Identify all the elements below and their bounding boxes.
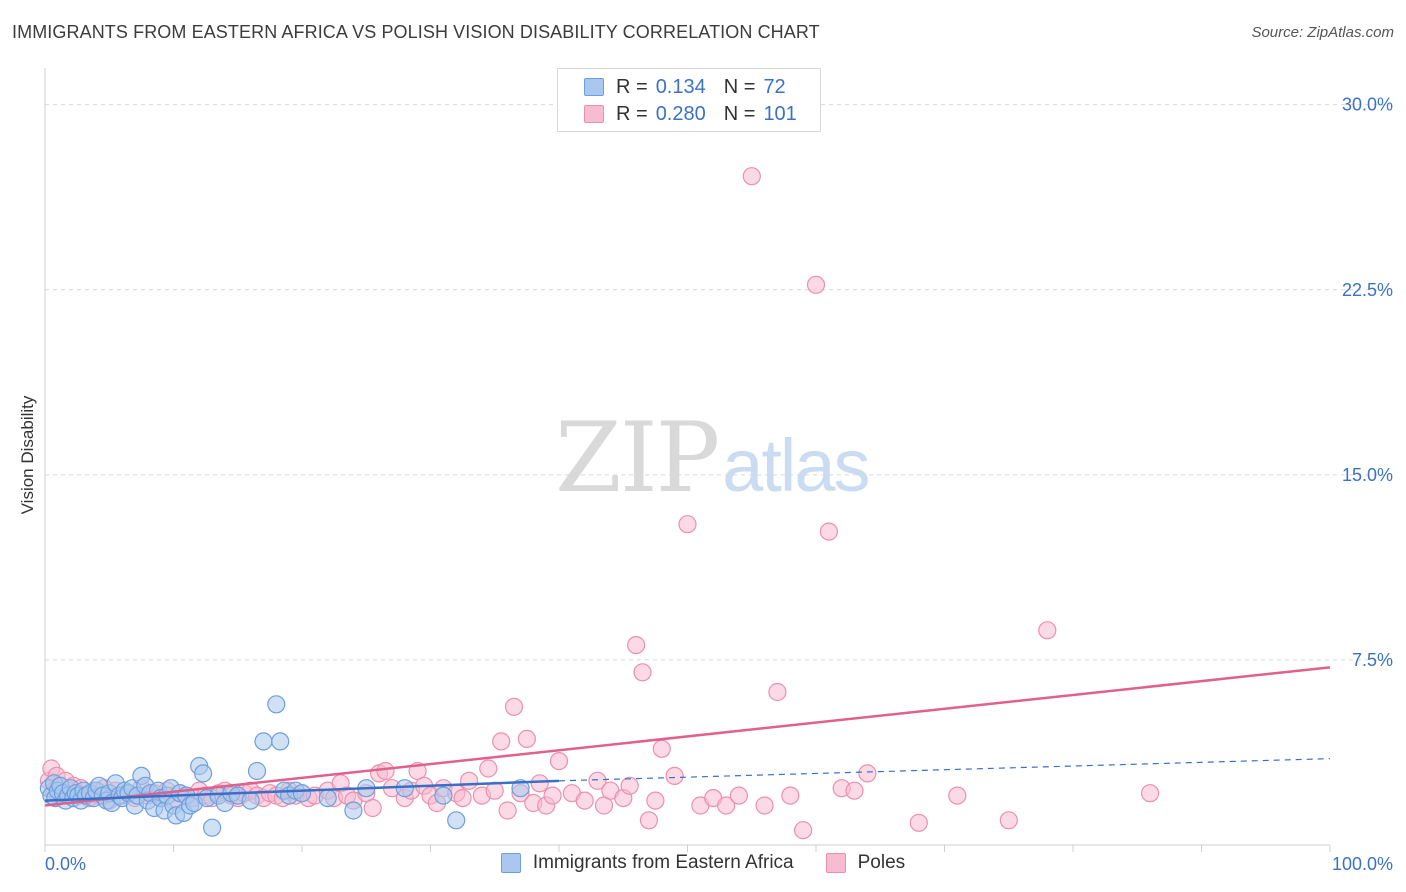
poles-point xyxy=(729,786,749,805)
poles-point xyxy=(363,798,382,818)
legend-swatch-pink xyxy=(584,105,604,123)
poles-point xyxy=(999,811,1018,830)
poles-point xyxy=(845,781,864,800)
y-tick-label: 30.0% xyxy=(1342,95,1393,115)
poles-point xyxy=(1140,784,1160,803)
eastern-africa-point xyxy=(447,811,466,830)
eastern-africa-point xyxy=(271,732,290,751)
poles-point xyxy=(626,635,646,655)
legend-n-label: N = xyxy=(723,75,756,98)
legend-swatch-blue xyxy=(500,853,521,873)
poles-point xyxy=(755,796,774,815)
poles-point xyxy=(492,732,511,751)
eastern-africa-point xyxy=(194,764,213,783)
legend-row-series-1: R = 0.134 N = 72 xyxy=(558,74,786,100)
poles-point xyxy=(652,739,671,758)
watermark-zip: ZIP xyxy=(555,402,720,514)
poles-point xyxy=(742,167,761,186)
series-legend: Immigrants from Eastern Africa Poles xyxy=(0,852,1406,874)
legend-item-label: Poles xyxy=(857,852,906,873)
x-tick-label: 100.0% xyxy=(1332,854,1393,874)
eastern-africa-point xyxy=(203,818,222,837)
poles-point xyxy=(639,811,659,830)
eastern-africa-point xyxy=(434,786,453,805)
poles-point xyxy=(781,786,800,805)
poles-point xyxy=(665,766,684,786)
poles-point xyxy=(575,791,594,810)
poles-point xyxy=(543,786,562,805)
poles-point xyxy=(504,697,524,716)
watermark: ZIPatlas xyxy=(555,402,871,514)
poles-point xyxy=(620,776,639,795)
x-tick-label: 0.0% xyxy=(45,854,86,874)
correlation-legend: R = 0.134 N = 72 R = 0.280 N = 101 xyxy=(557,68,821,132)
poles-point xyxy=(1038,621,1057,640)
poles-point xyxy=(530,774,549,793)
legend-n-value: 101 xyxy=(763,102,797,125)
source-label: Source: ZipAtlas.com xyxy=(1251,24,1394,41)
y-axis-label: Vision Disability xyxy=(18,395,37,515)
eastern-africa-point xyxy=(511,779,530,798)
poles-point xyxy=(633,663,652,682)
poles-point xyxy=(768,682,787,702)
eastern-africa-point xyxy=(254,732,273,751)
legend-row-series-2: R = 0.280 N = 101 xyxy=(558,101,797,127)
legend-swatch-pink xyxy=(825,853,846,873)
chart-title: IMMIGRANTS FROM EASTERN AFRICA VS POLISH… xyxy=(12,22,820,42)
eastern-africa-trend-line xyxy=(44,779,560,802)
poles-point xyxy=(517,729,537,749)
legend-r-label: R = xyxy=(616,75,648,98)
poles-point xyxy=(479,759,498,778)
poles-trend-line xyxy=(44,666,1331,807)
poles-point xyxy=(909,813,928,832)
poles-point xyxy=(460,771,479,790)
eastern-africa-point xyxy=(247,761,267,781)
eastern-africa-point xyxy=(292,784,312,803)
poles-point xyxy=(716,796,736,815)
eastern-africa-point xyxy=(241,791,260,810)
y-tick-label: 7.5% xyxy=(1352,650,1393,670)
poles-point xyxy=(806,275,826,294)
legend-r-value: 0.280 xyxy=(655,102,706,125)
legend-r-value: 0.134 xyxy=(655,75,706,98)
eastern-africa-point xyxy=(267,695,286,714)
poles-point xyxy=(793,821,813,840)
poles-point xyxy=(948,786,967,805)
y-tick-label: 22.5% xyxy=(1342,280,1393,300)
legend-r-label: R = xyxy=(616,102,648,125)
legend-swatch-blue xyxy=(584,78,604,96)
poles-point xyxy=(819,522,839,541)
poles-point xyxy=(588,771,607,790)
watermark-atlas: atlas xyxy=(722,424,870,507)
legend-item-eastern-africa[interactable]: Immigrants from Eastern Africa xyxy=(500,852,794,874)
poles-point xyxy=(646,791,665,810)
legend-item-poles[interactable]: Poles xyxy=(825,852,906,874)
legend-item-label: Immigrants from Eastern Africa xyxy=(532,852,794,873)
eastern-africa-point xyxy=(344,801,363,820)
poles-point xyxy=(453,788,472,808)
poles-point xyxy=(678,515,697,534)
poles-point xyxy=(549,751,569,771)
legend-n-label: N = xyxy=(723,102,756,125)
poles-point xyxy=(376,761,395,781)
eastern-africa-point xyxy=(318,788,337,808)
eastern-africa-trend-extension xyxy=(558,758,1331,782)
poles-point xyxy=(858,764,877,783)
poles-point xyxy=(498,801,517,820)
legend-n-value: 72 xyxy=(763,75,786,98)
y-tick-label: 15.0% xyxy=(1342,465,1393,485)
